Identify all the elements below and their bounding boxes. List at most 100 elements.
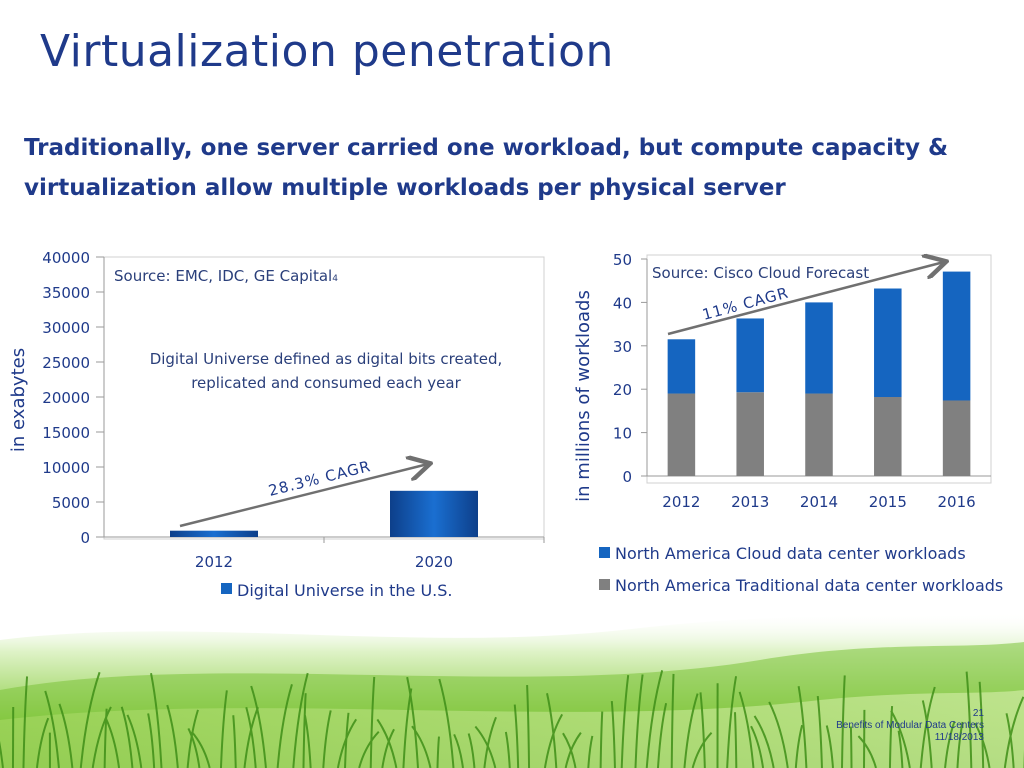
chart1-source: Source: EMC, IDC, GE Capital4 xyxy=(114,267,338,285)
grass-blade xyxy=(965,671,973,768)
grass-blade xyxy=(841,675,846,768)
chart2-bar-2012-cloud xyxy=(667,339,696,394)
grass-blade xyxy=(344,712,350,768)
grass-blade xyxy=(599,711,604,768)
grass-blade xyxy=(610,700,616,768)
chart2-bar-2015-cloud xyxy=(874,288,902,398)
grass-blade xyxy=(104,717,121,768)
chart2-xtick-label: 2012 xyxy=(662,493,700,511)
chart2-bar-2016-traditional xyxy=(942,400,971,476)
grass-blade xyxy=(794,724,804,768)
chart2-ytick-label: 0 xyxy=(622,468,632,486)
chart1-x-axis: 2012 2020 xyxy=(195,537,545,571)
grass-blade xyxy=(250,685,267,768)
grass-decoration xyxy=(0,612,1024,768)
grass-blade xyxy=(190,731,211,768)
grass-blade xyxy=(406,676,419,768)
grass-blade xyxy=(956,721,964,768)
chart1-ytick-label: 25000 xyxy=(42,354,90,372)
grass-blade xyxy=(733,712,738,768)
chart2-bar-2015-traditional xyxy=(874,397,902,476)
chart2-legend-label: North America Cloud data center workload… xyxy=(615,544,966,563)
grass-blade xyxy=(369,676,376,768)
grass-blade xyxy=(232,715,237,768)
chart1-bar-2012 xyxy=(170,530,258,537)
grass-blade xyxy=(467,733,476,768)
grass-blade xyxy=(0,740,4,768)
grass-blade xyxy=(58,703,74,768)
grass-blade xyxy=(504,731,511,768)
chart2-ytick-label: 20 xyxy=(613,381,632,399)
presentation-title: Benefits of Modular Data Centers xyxy=(836,720,984,731)
grass-blade xyxy=(35,717,50,768)
chart2-y-axis: 0 10 20 30 40 50 xyxy=(613,251,991,486)
chart2-ytick-label: 10 xyxy=(613,425,632,443)
grass-blade xyxy=(699,692,706,768)
grass-blade xyxy=(436,736,440,768)
chart2-bar-2013-traditional xyxy=(736,392,764,476)
chart1-ylabel: in exabytes xyxy=(8,348,29,452)
grass-blade xyxy=(978,681,985,768)
chart2-bar-2014-cloud xyxy=(805,302,833,394)
grass-blade xyxy=(921,700,933,768)
chart1-ytick-label: 35000 xyxy=(42,284,90,302)
grass-blade xyxy=(1003,696,1024,768)
chart2-ylabel: in millions of workloads xyxy=(573,290,594,502)
chart2-bars xyxy=(667,271,971,476)
grass-blade xyxy=(91,706,112,768)
chart2-bar-2016-cloud xyxy=(942,271,971,401)
grass-blade xyxy=(411,725,432,768)
grass-blade xyxy=(738,691,755,768)
grass-blade xyxy=(292,672,309,768)
chart2-bar-2012-traditional xyxy=(667,393,696,476)
grass-blade xyxy=(483,716,497,768)
grass-blade xyxy=(897,730,904,768)
chart2-legend-swatch xyxy=(599,547,610,558)
page-number: 21 xyxy=(972,708,984,719)
chart1-legend-label: Digital Universe in the U.S. xyxy=(237,581,452,600)
grass-blade xyxy=(276,684,293,768)
chart1-xtick-label: 2012 xyxy=(195,553,233,571)
chart2-legend-swatch xyxy=(599,579,610,590)
chart1-ytick-label: 10000 xyxy=(42,459,90,477)
grass-blade xyxy=(453,733,464,768)
grass-blade xyxy=(645,670,664,768)
chart2-ytick-label: 50 xyxy=(613,251,632,269)
grass-blade xyxy=(303,715,312,768)
chart1-legend: Digital Universe in the U.S. xyxy=(221,581,452,600)
chart1-legend-swatch xyxy=(221,583,232,594)
chart2-cagr-label: 11% CAGR xyxy=(700,284,790,324)
grass-blade xyxy=(322,710,332,768)
chart1-y-axis: 0 5000 10000 15000 20000 25000 30000 35000 40000 xyxy=(42,249,544,547)
chart1-cagr-arrow xyxy=(179,464,428,528)
chart1-ytick-label: 20000 xyxy=(42,389,90,407)
grass-blade xyxy=(857,735,877,768)
grass-blade xyxy=(245,706,257,768)
chart2-xtick-label: 2015 xyxy=(869,493,907,511)
chart1-bars xyxy=(170,490,478,537)
grass-blade xyxy=(656,702,668,768)
grass-blade xyxy=(166,704,179,768)
chart2-legend-label: North America Traditional data center wo… xyxy=(615,576,1003,595)
chart2-bar-2013-cloud xyxy=(736,318,764,393)
grass-blade xyxy=(543,713,564,768)
chart1-note-line1: Digital Universe defined as digital bits… xyxy=(150,350,503,368)
grass-blade xyxy=(1005,713,1015,768)
grass-blade xyxy=(797,686,808,768)
grass-blade xyxy=(564,731,582,768)
grass-blade xyxy=(22,676,29,768)
grass-blade xyxy=(358,731,380,768)
chart1-ytick-label: 30000 xyxy=(42,319,90,337)
grass-blade xyxy=(816,695,823,768)
grass-blade xyxy=(670,673,675,768)
chart1-bar-2020 xyxy=(390,490,478,537)
chart1-xtick-label: 2020 xyxy=(415,553,453,571)
grass-blade xyxy=(219,690,228,768)
grass-blade xyxy=(513,704,520,768)
grass-blade xyxy=(750,725,765,768)
slide-subtitle: Traditionally, one server carried one wo… xyxy=(24,135,949,201)
grass-blade xyxy=(825,725,834,768)
chart2-x-axis: 2012 2013 2014 2015 2016 xyxy=(662,493,975,511)
grass-blade xyxy=(562,732,577,768)
grass-blade xyxy=(79,671,101,768)
